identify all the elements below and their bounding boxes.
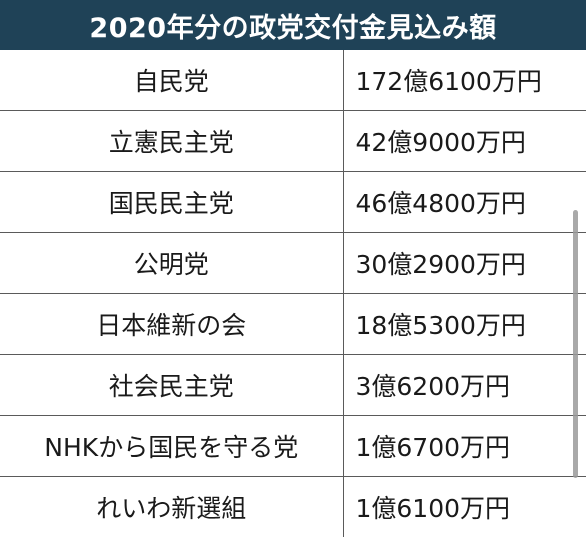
party-name: 立憲民主党 bbox=[0, 110, 344, 172]
table-row: 公明党 30億2900万円 bbox=[0, 232, 586, 294]
table-row: 国民民主党 46億4800万円 bbox=[0, 171, 586, 233]
party-name: 日本維新の会 bbox=[0, 293, 344, 355]
vertical-scrollbar[interactable] bbox=[573, 210, 578, 478]
table-row: 自民党 172億6100万円 bbox=[0, 50, 586, 111]
party-name: 公明党 bbox=[0, 232, 344, 294]
party-name: NHKから国民を守る党 bbox=[0, 414, 344, 477]
party-name: 社会民主党 bbox=[0, 353, 344, 416]
party-name: れいわ新選組 bbox=[0, 475, 344, 538]
subsidy-amount: 3億6200万円 bbox=[343, 353, 586, 416]
subsidy-amount: 1億6100万円 bbox=[343, 475, 586, 538]
party-amount-table: 自民党 172億6100万円 立憲民主党 42億9000万円 国民民主党 46億… bbox=[0, 50, 586, 538]
subsidy-amount: 46億4800万円 bbox=[343, 171, 586, 233]
subsidy-amount: 18億5300万円 bbox=[343, 293, 586, 355]
party-name: 自民党 bbox=[0, 50, 344, 111]
table-row: NHKから国民を守る党 1億6700万円 bbox=[0, 414, 586, 477]
subsidy-amount: 1億6700万円 bbox=[343, 414, 586, 477]
subsidy-amount: 42億9000万円 bbox=[343, 110, 586, 172]
table-row: 立憲民主党 42億9000万円 bbox=[0, 110, 586, 172]
subsidy-amount: 30億2900万円 bbox=[343, 232, 586, 294]
party-name: 国民民主党 bbox=[0, 171, 344, 233]
table-title: 2020年分の政党交付金見込み額 bbox=[0, 0, 586, 50]
subsidy-amount: 172億6100万円 bbox=[355, 67, 542, 97]
table-row: 日本維新の会 18億5300万円 bbox=[0, 293, 586, 355]
table-row: 社会民主党 3億6200万円 bbox=[0, 353, 586, 416]
table-row: れいわ新選組 1億6100万円 bbox=[0, 475, 586, 538]
